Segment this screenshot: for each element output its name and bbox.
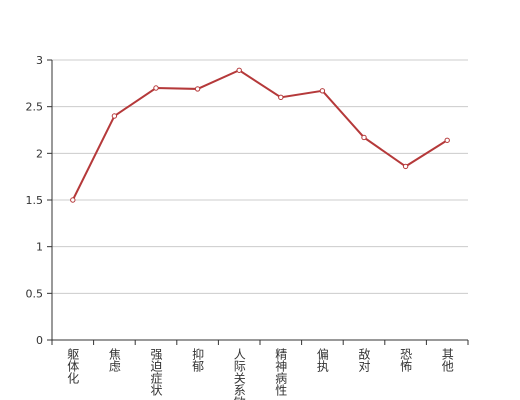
y-tick-label: 0 — [36, 334, 43, 347]
x-tick-label: 强迫症状 — [149, 348, 163, 396]
point — [153, 85, 159, 91]
x-tick-label: 敌对 — [357, 347, 371, 372]
series-line — [71, 69, 448, 201]
y-tick-label: 0.5 — [26, 287, 44, 300]
y-tick-label: 2.5 — [26, 101, 44, 114]
x-tick-label: 其他 — [440, 348, 454, 372]
point — [194, 86, 201, 92]
point — [70, 197, 76, 203]
x-tick-label: 偏执 — [315, 347, 329, 373]
y-tick-label: 1 — [36, 241, 43, 254]
x-tick-label: 人际关系敏感 — [232, 348, 246, 400]
x-tick-label: 焦虑 — [107, 348, 121, 372]
y-tick-label: 1.5 — [26, 194, 44, 207]
point — [111, 113, 118, 119]
point — [319, 88, 326, 94]
point — [444, 137, 450, 143]
point — [402, 163, 409, 170]
y-tick-label: 3 — [36, 54, 43, 67]
point — [278, 94, 284, 101]
y-tick-label: 2 — [36, 147, 43, 160]
point — [236, 67, 242, 73]
x-tick-label: 抑郁 — [191, 347, 205, 373]
point — [361, 134, 367, 141]
x-tick-label: 精神病性 — [274, 348, 288, 397]
x-tick-label: 躯体化 — [66, 347, 80, 385]
x-tick-label: 恐怖 — [399, 348, 413, 372]
